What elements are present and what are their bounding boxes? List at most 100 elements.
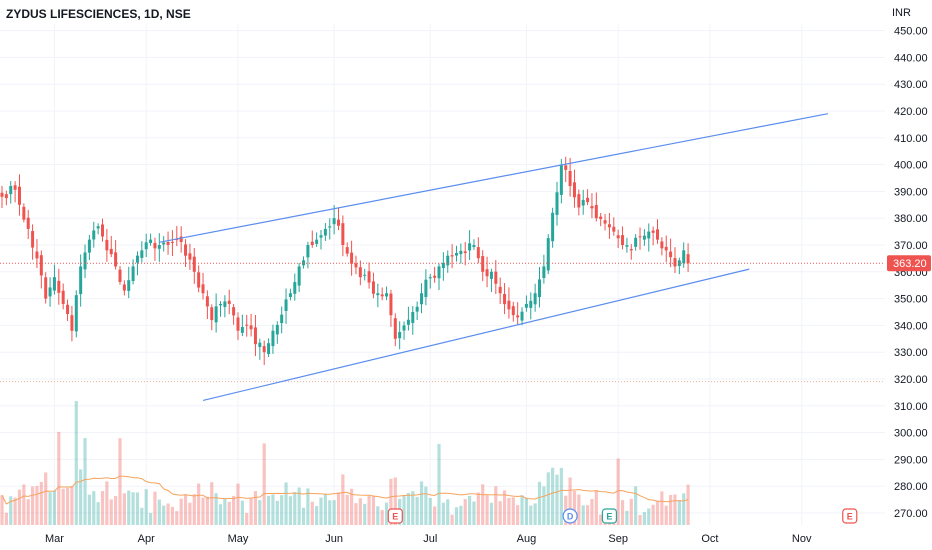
- candle-body: [586, 197, 590, 203]
- candle-body: [507, 300, 511, 310]
- volume-bar: [17, 489, 22, 525]
- volume-bar: [463, 499, 467, 525]
- candle-body: [389, 293, 393, 316]
- volume-bar: [0, 495, 4, 525]
- volume-bar: [411, 491, 415, 525]
- volume-bar: [682, 493, 686, 525]
- candle-body: [315, 239, 319, 244]
- volume-bar: [127, 490, 131, 525]
- time-axis[interactable]: Mar Apr May Jun Jul Aug Sep Oct Nov: [45, 533, 812, 545]
- volume-bar: [118, 438, 122, 525]
- trend-channel[interactable]: [159, 113, 829, 402]
- candle-body: [122, 284, 126, 291]
- candle-body: [546, 238, 550, 271]
- time-tick-label: Nov: [792, 533, 812, 545]
- volume-bar: [332, 500, 336, 525]
- volume-bar: [135, 492, 140, 525]
- candle-body: [13, 185, 17, 190]
- volume-bar: [114, 496, 118, 525]
- volume-bar: [345, 494, 349, 525]
- candle-body: [166, 241, 170, 245]
- candle-body: [336, 219, 340, 226]
- volume-bar: [87, 494, 91, 525]
- volume-bar: [472, 501, 476, 525]
- last-price-tag-label: 363.20: [893, 258, 927, 270]
- price-tick-label: 440.00: [894, 52, 928, 64]
- volume-bar: [306, 488, 310, 525]
- volume-bar: [74, 401, 78, 525]
- candle-body: [87, 239, 91, 253]
- candle-body: [197, 272, 201, 288]
- candle-body: [4, 194, 8, 199]
- volume-bar: [507, 497, 511, 525]
- price-axis[interactable]: 270.00 280.00 290.00 300.00 310.00 320.00 330.…: [887, 26, 931, 520]
- candle-body: [253, 327, 257, 345]
- volume-bar: [201, 497, 205, 525]
- candle-body: [332, 218, 336, 225]
- dividend-marker-icon: [562, 508, 578, 524]
- candle-body: [66, 304, 70, 314]
- volume-bar: [157, 499, 161, 525]
- volume-bar: [489, 502, 494, 525]
- volume-bar: [520, 495, 524, 525]
- channel-lower-line[interactable]: [202, 268, 750, 402]
- volume-bar: [183, 494, 188, 525]
- candle-body: [219, 303, 222, 306]
- candle-body: [345, 247, 349, 254]
- candle-body: [83, 252, 87, 270]
- volume-bar: [441, 502, 445, 525]
- volume-bar: [433, 506, 437, 525]
- volume-bar: [350, 488, 354, 525]
- volume-bar: [140, 507, 144, 525]
- candle-body: [428, 277, 432, 279]
- volume-bar: [13, 497, 17, 525]
- price-tick-label: 410.00: [894, 133, 928, 145]
- volume-bar: [30, 486, 35, 525]
- volume-bar: [96, 502, 100, 525]
- candle-body: [201, 284, 205, 294]
- candle-body: [634, 237, 638, 247]
- event-marker-label: D: [567, 512, 574, 522]
- price-tick-label: 330.00: [894, 347, 928, 359]
- volume-bar: [240, 500, 244, 525]
- volume-bar: [153, 491, 157, 525]
- candle-body: [498, 286, 502, 294]
- candle-body: [153, 242, 157, 249]
- volume-bar: [310, 501, 314, 525]
- candle-body: [271, 330, 275, 347]
- volume-bar: [35, 485, 39, 525]
- volume-bar: [188, 502, 192, 525]
- candle-body: [214, 306, 218, 323]
- event-marker-label: E: [847, 512, 853, 522]
- candle-body: [227, 300, 231, 304]
- candle-body: [170, 241, 174, 243]
- volume-bar: [686, 484, 690, 525]
- volume-bar: [437, 443, 441, 525]
- volume-bar: [616, 458, 620, 525]
- volume-bar: [288, 496, 293, 525]
- volume-bar: [214, 493, 218, 525]
- candle-body: [651, 230, 655, 233]
- volume-bar: [367, 495, 371, 525]
- candle-body: [686, 254, 690, 264]
- candle-body: [599, 216, 603, 220]
- event-marker[interactable]: E: [601, 508, 618, 524]
- event-marker[interactable]: E: [387, 508, 403, 524]
- volume-bar: [223, 498, 227, 525]
- time-tick-label: Jul: [423, 533, 437, 545]
- channel-upper-line[interactable]: [159, 113, 829, 243]
- price-tick-label: 430.00: [894, 79, 928, 91]
- event-marker[interactable]: D: [562, 508, 578, 524]
- volume-ma-line: [1, 475, 689, 505]
- volume-bar: [358, 498, 362, 525]
- price-tick-label: 280.00: [894, 481, 928, 493]
- volume-bar: [402, 495, 406, 525]
- volume-bar: [424, 486, 428, 525]
- volume-bar: [673, 494, 677, 525]
- event-marker[interactable]: E: [842, 508, 858, 524]
- volume-bar: [26, 499, 30, 525]
- volume-bar: [594, 490, 598, 525]
- event-marker-label: E: [392, 512, 398, 522]
